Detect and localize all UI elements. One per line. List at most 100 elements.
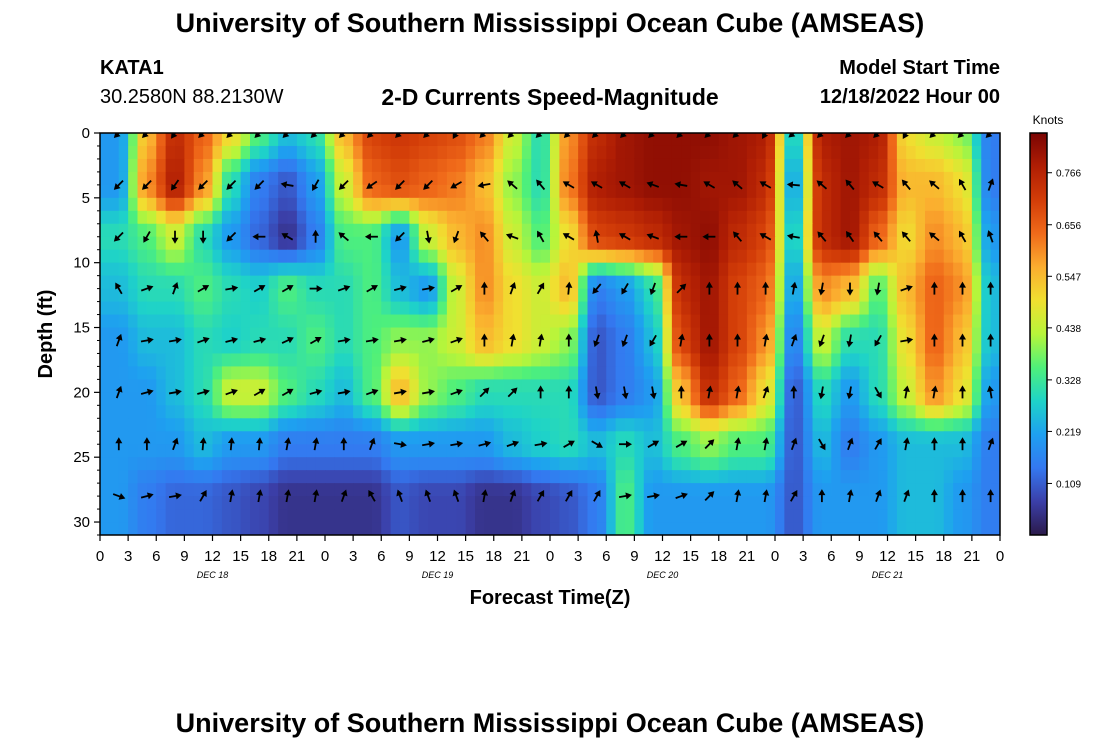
- heatmap-cell: [709, 275, 720, 290]
- heatmap-cell: [868, 522, 879, 535]
- heatmap-cell: [137, 171, 148, 186]
- heatmap-cell: [728, 405, 739, 419]
- model-start-label: Model Start Time: [839, 57, 1000, 79]
- heatmap-cell: [812, 301, 823, 316]
- heatmap-cell: [231, 353, 242, 368]
- heatmap-cell: [475, 353, 485, 368]
- heatmap-cell: [165, 171, 176, 186]
- current-arrow: [986, 230, 994, 243]
- heatmap-cell: [550, 275, 560, 290]
- heatmap-cell: [203, 288, 214, 303]
- speed-heatmap: [100, 133, 1000, 535]
- heatmap-cell: [278, 301, 289, 316]
- heatmap-cell: [250, 314, 260, 329]
- heatmap-cell: [296, 210, 307, 225]
- heatmap-cell: [700, 236, 710, 251]
- heatmap-cell: [278, 457, 289, 471]
- heatmap-cell: [840, 483, 851, 497]
- current-arrow: [649, 282, 657, 296]
- heatmap-cell: [456, 249, 467, 264]
- heatmap-cell: [990, 340, 1000, 355]
- heatmap-cell: [493, 133, 504, 147]
- heatmap-cell: [156, 418, 167, 432]
- current-arrow: [168, 388, 182, 396]
- heatmap-cell: [653, 470, 664, 484]
- heatmap-cell: [231, 457, 242, 471]
- current-arrow: [818, 386, 826, 400]
- heatmap-cell: [896, 210, 907, 225]
- heatmap-cell: [278, 327, 289, 342]
- heatmap-cell: [906, 301, 917, 316]
- heatmap-cell: [428, 210, 439, 225]
- heatmap-cell: [596, 392, 607, 406]
- heatmap-cell: [503, 197, 514, 212]
- heatmap-cell: [943, 379, 954, 393]
- heatmap-cell: [381, 275, 392, 290]
- heatmap-cell: [756, 418, 767, 432]
- heatmap-cell: [268, 444, 279, 458]
- heatmap-cell: [118, 366, 129, 380]
- current-arrow: [509, 489, 517, 503]
- heatmap-cell: [653, 301, 664, 316]
- heatmap-cell: [821, 158, 832, 173]
- heatmap-cell: [943, 366, 954, 380]
- heatmap-cell: [109, 366, 120, 380]
- heatmap-cell: [859, 223, 870, 238]
- heatmap-cell: [503, 249, 514, 264]
- heatmap-cell: [521, 522, 532, 535]
- heatmap-cell: [784, 405, 795, 419]
- heatmap-cell: [803, 340, 814, 355]
- heatmap-cell: [400, 210, 410, 225]
- current-arrow: [818, 334, 825, 348]
- heatmap-cell: [803, 522, 814, 535]
- heatmap-cell: [578, 340, 589, 355]
- heatmap-cell: [484, 522, 495, 535]
- colorbar-unit: Knots: [1033, 113, 1064, 127]
- heatmap-cell: [268, 418, 279, 432]
- heatmap-cell: [850, 470, 860, 484]
- heatmap-cell: [990, 145, 1000, 160]
- heatmap-cell: [381, 457, 392, 471]
- heatmap-cell: [859, 496, 870, 510]
- heatmap-cell: [634, 392, 645, 406]
- heatmap-cell: [840, 133, 851, 147]
- heatmap-cell: [784, 483, 795, 497]
- heatmap-cell: [765, 171, 776, 186]
- heatmap-cell: [625, 275, 635, 290]
- heatmap-cell: [268, 145, 279, 160]
- heatmap-cell: [915, 483, 926, 497]
- heatmap-cell: [840, 288, 851, 303]
- heatmap-cell: [728, 314, 739, 329]
- current-arrow: [113, 180, 124, 190]
- heatmap-cell: [221, 444, 232, 458]
- heatmap-cell: [662, 340, 673, 355]
- heatmap-cell: [343, 522, 354, 535]
- heatmap-cell: [503, 171, 514, 186]
- heatmap-cell: [193, 496, 204, 510]
- heatmap-cell: [325, 314, 335, 329]
- heatmap-cell: [343, 496, 354, 510]
- heatmap-cell: [606, 210, 617, 225]
- heatmap-cell: [962, 431, 973, 445]
- heatmap-cell: [690, 431, 701, 445]
- heatmap-cell: [259, 275, 270, 290]
- heatmap-cell: [606, 457, 617, 471]
- heatmap-cell: [981, 197, 992, 212]
- heatmap-cell: [700, 158, 710, 173]
- heatmap-cell: [531, 522, 542, 535]
- heatmap-cell: [465, 405, 476, 419]
- heatmap-cell: [943, 483, 954, 497]
- heatmap-cell: [662, 457, 673, 471]
- heatmap-cell: [456, 522, 467, 535]
- heatmap-cell: [512, 496, 523, 510]
- heatmap-cell: [540, 314, 551, 329]
- heatmap-cell: [700, 197, 710, 212]
- heatmap-cell: [118, 133, 129, 147]
- heatmap-cell: [484, 145, 495, 160]
- heatmap-cell: [915, 431, 926, 445]
- heatmap-cell: [784, 340, 795, 355]
- heatmap-cell: [915, 457, 926, 471]
- current-arrow: [396, 489, 403, 503]
- heatmap-cell: [784, 275, 795, 290]
